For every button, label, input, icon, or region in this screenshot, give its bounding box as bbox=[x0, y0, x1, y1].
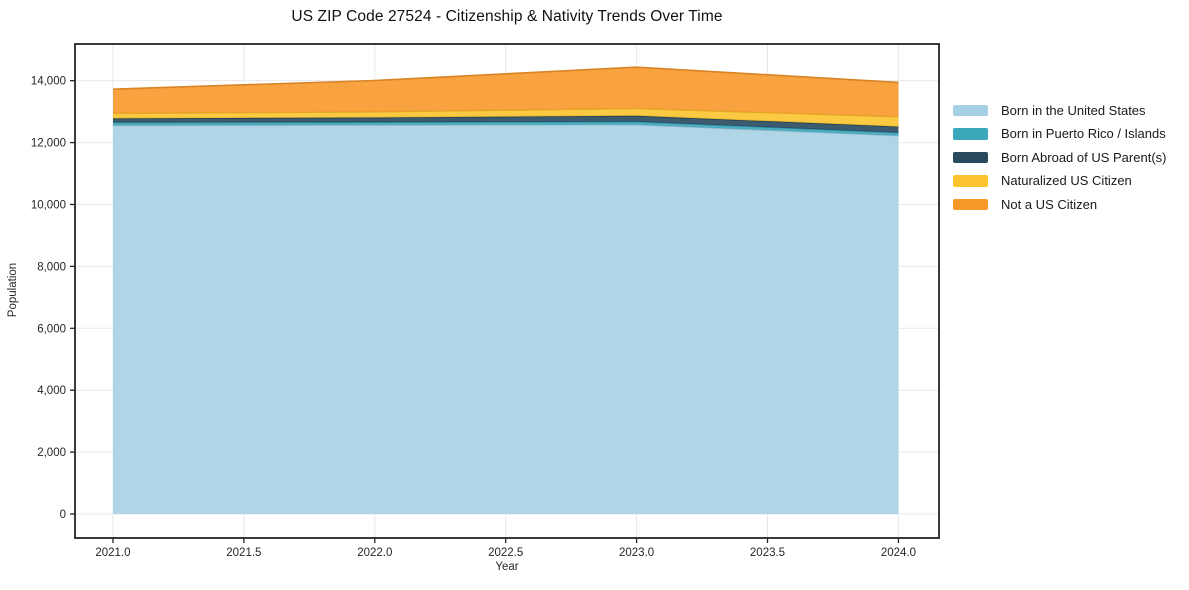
chart-title: US ZIP Code 27524 - Citizenship & Nativi… bbox=[291, 8, 723, 25]
legend: Born in the United States Born in Puerto … bbox=[953, 102, 1167, 212]
legend-swatch-icon bbox=[953, 104, 988, 116]
y-tick-label: 14,000 bbox=[31, 76, 66, 88]
area-edge-4 bbox=[112, 66, 899, 90]
axes-frame bbox=[74, 43, 940, 539]
x-tick-label: 2023.5 bbox=[750, 547, 785, 559]
legend-swatch-icon bbox=[953, 151, 988, 163]
legend-label: Not a US Citizen bbox=[1001, 196, 1098, 212]
x-tick-label: 2022.5 bbox=[488, 547, 523, 559]
legend-item: Not a US Citizen bbox=[953, 196, 1166, 212]
area-series-4 bbox=[113, 67, 899, 117]
legend-item: Born in the United States bbox=[953, 102, 1166, 118]
area-series-0 bbox=[113, 124, 899, 514]
legend-label: Born in the United States bbox=[1001, 102, 1146, 118]
x-tick-label: 2024.0 bbox=[881, 547, 916, 559]
y-tick-label: 4,000 bbox=[37, 385, 66, 397]
x-tick-label: 2021.0 bbox=[95, 547, 130, 559]
y-tick-label: 6,000 bbox=[37, 323, 66, 335]
legend-swatch-icon bbox=[953, 198, 988, 210]
legend-swatch-icon bbox=[953, 175, 988, 187]
x-axis-label: Year bbox=[495, 561, 519, 573]
x-tick-label: 2022.0 bbox=[357, 547, 392, 559]
legend-item: Born in Puerto Rico / Islands bbox=[953, 126, 1166, 142]
y-tick-label: 12,000 bbox=[31, 138, 66, 150]
y-tick-label: 8,000 bbox=[37, 261, 66, 273]
y-tick-label: 2,000 bbox=[37, 447, 66, 459]
legend-item: Born Abroad of US Parent(s) bbox=[953, 149, 1167, 165]
y-axis-label: Population bbox=[7, 262, 19, 318]
legend-label: Naturalized US Citizen bbox=[1001, 173, 1132, 189]
legend-label: Born in Puerto Rico / Islands bbox=[1001, 126, 1166, 142]
legend-label: Born Abroad of US Parent(s) bbox=[1001, 149, 1167, 165]
y-tick-label: 10,000 bbox=[31, 199, 66, 211]
x-tick-label: 2023.0 bbox=[619, 547, 654, 559]
area-series-2 bbox=[113, 115, 899, 133]
y-tick-label: 0 bbox=[60, 509, 66, 521]
legend-item: Naturalized US Citizen bbox=[953, 173, 1166, 189]
x-tick-label: 2021.5 bbox=[226, 547, 261, 559]
legend-swatch-icon bbox=[953, 128, 988, 140]
